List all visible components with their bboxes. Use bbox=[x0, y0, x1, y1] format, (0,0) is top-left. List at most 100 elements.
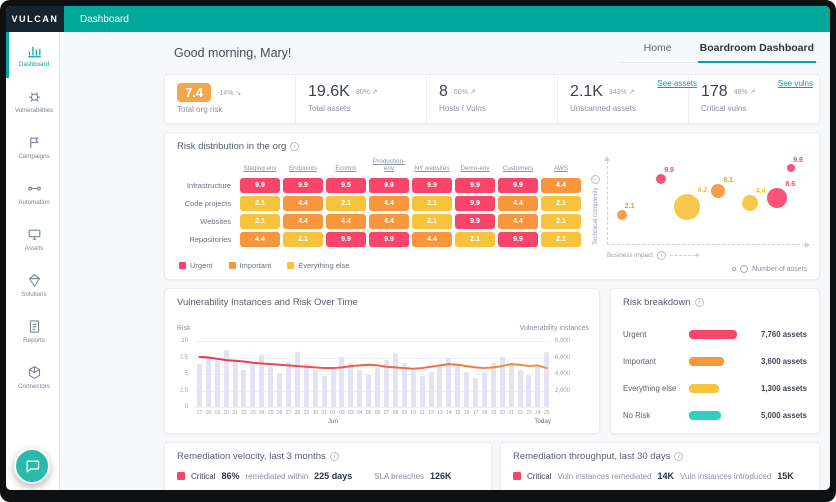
heatmap-cell[interactable]: 4.4 bbox=[326, 214, 366, 229]
heatmap-cell[interactable]: 4.4 bbox=[412, 232, 452, 247]
sidebar-item-campaigns[interactable]: Campaigns bbox=[6, 124, 59, 170]
info-icon: i bbox=[656, 251, 666, 260]
sidebar-item-label: Dashboard bbox=[18, 60, 50, 68]
severity-label: Critical bbox=[191, 471, 216, 481]
heatmap-cell[interactable]: 4.4 bbox=[369, 196, 409, 211]
heatmap-column-header[interactable]: NY websites bbox=[414, 165, 450, 173]
kpi-total-org-risk[interactable]: 7.4 -14% ↘ Total org risk bbox=[165, 75, 296, 123]
heatmap-cell[interactable]: 2.1 bbox=[412, 214, 452, 229]
heatmap-cell[interactable]: 9.9 bbox=[326, 232, 366, 247]
kpi-critical-vulns[interactable]: 178 48% ↗ Critical vulns bbox=[689, 75, 819, 123]
heatmap-cell[interactable]: 2.1 bbox=[326, 196, 366, 211]
heatmap-cell[interactable]: 2.1 bbox=[541, 214, 581, 229]
heatmap-column-header[interactable]: Production-env bbox=[372, 157, 406, 173]
left-axis-tick: 7.5 bbox=[179, 354, 188, 361]
breakdown-row-everything-else[interactable]: Everything else 1,300 assets bbox=[623, 375, 807, 402]
heatmap-cell[interactable]: 2.1 bbox=[541, 232, 581, 247]
breakdown-row-urgent[interactable]: Urgent 7,760 assets bbox=[623, 321, 807, 348]
heatmap-cell[interactable]: 2.1 bbox=[240, 214, 280, 229]
breakdown-value: 1,300 assets bbox=[761, 384, 807, 393]
heatmap-cell[interactable]: 2.1 bbox=[412, 196, 452, 211]
heatmap-cell[interactable]: 9.9 bbox=[455, 214, 495, 229]
tab-boardroom-dashboard[interactable]: Boardroom Dashboard bbox=[697, 38, 816, 63]
heatmap-cell[interactable]: 9.5 bbox=[326, 178, 366, 193]
tab-home[interactable]: Home bbox=[643, 42, 672, 54]
kpi-delta: -14% ↘ bbox=[217, 89, 242, 97]
critical-severity-icon bbox=[177, 472, 185, 480]
risk-distribution-card: Risk distribution in the org i Staging e… bbox=[164, 132, 820, 280]
chat-button[interactable] bbox=[14, 448, 50, 484]
right-axis-tick: 8,000 bbox=[555, 338, 571, 344]
bar-slot bbox=[364, 341, 373, 407]
heatmap-cell[interactable]: 2.1 bbox=[283, 232, 323, 247]
heatmap-cell[interactable]: 9.9 bbox=[498, 232, 538, 247]
sidebar-item-vulnerabilities[interactable]: Vulnerabilities bbox=[6, 78, 59, 124]
bar-slot bbox=[355, 341, 364, 407]
heatmap-cell[interactable]: 4.4 bbox=[498, 214, 538, 229]
day-tick-label: 12 bbox=[428, 410, 434, 416]
heatmap-cell[interactable]: 9.9 bbox=[369, 178, 409, 193]
risk-bubble[interactable] bbox=[673, 194, 700, 221]
sidebar-item-dashboard[interactable]: Dashboard bbox=[6, 32, 59, 78]
risk-bubble[interactable] bbox=[616, 209, 627, 220]
heatmap-cell[interactable]: 2.1 bbox=[541, 196, 581, 211]
heatmap-cell[interactable]: 4.4 bbox=[283, 214, 323, 229]
heatmap-cell[interactable]: 9.9 bbox=[240, 178, 280, 193]
kpi-label: Hosts / Vulns bbox=[439, 104, 486, 113]
x-axis-arrow-icon bbox=[669, 253, 700, 257]
heatmap-cell[interactable]: 9.9 bbox=[498, 178, 538, 193]
heatmap-cell[interactable]: 9.9 bbox=[283, 178, 323, 193]
bubble-value-label: 8.6 bbox=[785, 180, 796, 188]
heatmap-cell[interactable]: 4.4 bbox=[283, 196, 323, 211]
sidebar-item-connectors[interactable]: Connectors bbox=[6, 354, 59, 400]
gridline bbox=[195, 374, 551, 375]
heatmap-cell[interactable]: 4.4 bbox=[498, 196, 538, 211]
heatmap-cell[interactable]: 9.9 bbox=[455, 196, 495, 211]
heatmap-column-header[interactable]: Customers bbox=[502, 165, 534, 173]
risk-bubble[interactable] bbox=[741, 195, 758, 212]
sidebar: Dashboard Vulnerabilities Campaigns Automat… bbox=[6, 32, 60, 490]
bar-slot bbox=[373, 341, 382, 407]
bar-slot bbox=[266, 341, 275, 407]
heatmap-row-label: Code projects bbox=[184, 199, 231, 208]
sidebar-item-automation[interactable]: Automation bbox=[6, 170, 59, 216]
vuln-instances-bar bbox=[268, 366, 274, 407]
heatmap-column-header[interactable]: Demo-env bbox=[460, 165, 490, 173]
risk-bubble[interactable] bbox=[656, 174, 667, 185]
kpi-hosts-vulns[interactable]: 8 60% ↗ Hosts / Vulns bbox=[427, 75, 558, 123]
heatmap-cell[interactable]: 4.4 bbox=[541, 178, 581, 193]
heatmap-cell[interactable]: 9.9 bbox=[369, 232, 409, 247]
sidebar-item-solutions[interactable]: Solutions bbox=[6, 262, 59, 308]
risk-bubble[interactable] bbox=[787, 163, 796, 172]
kpi-total-assets[interactable]: 19.6K 80% ↗ Total assets bbox=[296, 75, 427, 123]
heatmap-cell[interactable]: 4.4 bbox=[240, 232, 280, 247]
heatmap-column-header[interactable]: Staging env bbox=[243, 165, 277, 173]
risk-bubble[interactable] bbox=[711, 183, 726, 198]
heatmap-cell[interactable]: 4.4 bbox=[369, 214, 409, 229]
bubble-value-label: 9.9 bbox=[664, 167, 674, 175]
bubble-value-label: 9.9 bbox=[793, 156, 803, 164]
day-tick-label: 08 bbox=[392, 410, 399, 416]
kpi-delta: 343% ↗ bbox=[608, 89, 635, 96]
heatmap-column-header[interactable]: Endpoints bbox=[288, 165, 317, 173]
kpi-summary-card: See assets See vulns 7.4 -14% ↘ Total org … bbox=[164, 74, 820, 124]
vuln-instances-bar bbox=[294, 351, 300, 407]
breakdown-row-no-risk[interactable]: No Risk 5,000 assets bbox=[623, 402, 807, 429]
vuln-over-time-title: Vulnerability Instances and Risk Over Ti… bbox=[177, 297, 358, 308]
kpi-unscanned-assets[interactable]: 2.1K 343% ↗ Unscanned assets bbox=[558, 75, 689, 123]
heatmap-cell[interactable]: 2.1 bbox=[240, 196, 280, 211]
see-vulns-link[interactable]: See vulns bbox=[777, 79, 813, 88]
heatmap-column-header[interactable]: AWS bbox=[553, 165, 569, 173]
heatmap-cell[interactable]: 9.9 bbox=[455, 178, 495, 193]
see-assets-link[interactable]: See assets bbox=[657, 79, 697, 88]
risk-bubble[interactable] bbox=[767, 187, 788, 208]
heatmap-cell[interactable]: 2.1 bbox=[455, 232, 495, 247]
bar-slot bbox=[418, 341, 427, 407]
sidebar-item-reports[interactable]: Reports bbox=[6, 308, 59, 354]
sidebar-item-assets[interactable]: Assets bbox=[6, 216, 59, 262]
heatmap-cell[interactable]: 9.9 bbox=[412, 178, 452, 193]
assets-icon bbox=[27, 227, 42, 242]
heatmap-column-header[interactable]: Ecomm bbox=[335, 165, 357, 173]
kpi-cards: 7.4 -14% ↘ Total org risk 19.6K 80% ↗ Total a… bbox=[165, 75, 819, 123]
breakdown-row-important[interactable]: Important 3,600 assets bbox=[623, 348, 807, 375]
